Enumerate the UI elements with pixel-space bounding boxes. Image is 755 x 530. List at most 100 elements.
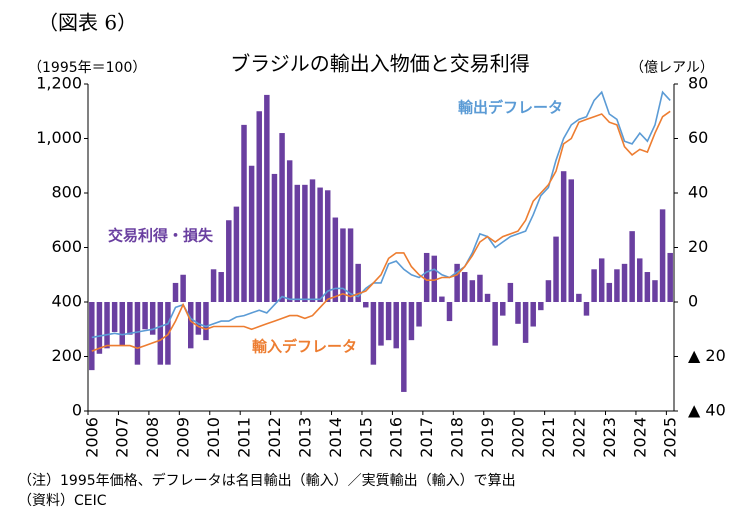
x-tick-label: 2022 (569, 417, 588, 458)
bar (484, 293, 491, 302)
x-tick-label: 2013 (295, 417, 314, 458)
bar (652, 280, 658, 302)
bar (515, 302, 521, 324)
bar (401, 302, 407, 392)
series-label: 輸入デフレータ (252, 338, 357, 356)
y2-tick-label: ▲ 20 (688, 346, 726, 365)
bar (195, 302, 202, 335)
bar (606, 282, 613, 302)
bar (332, 217, 339, 302)
bar (172, 282, 179, 302)
y-tick-label: 800 (51, 183, 82, 202)
bar (461, 272, 468, 302)
bar (538, 302, 544, 311)
bar (355, 263, 361, 302)
bar (629, 231, 635, 302)
y-tick-label: 200 (51, 346, 82, 365)
bar (286, 160, 293, 302)
source: （資料）CEIC (18, 493, 107, 509)
bar (218, 272, 224, 302)
x-tick-label: 2014 (326, 417, 345, 458)
x-tick-label: 2023 (600, 417, 619, 458)
bar (302, 184, 308, 302)
bar (142, 302, 148, 330)
bar (233, 206, 240, 302)
x-tick-label: 2016 (387, 417, 406, 458)
bar (264, 94, 270, 303)
bar (119, 302, 125, 346)
x-tick-label: 2012 (265, 417, 284, 458)
bar (492, 302, 498, 346)
x-tick-label: 2008 (143, 417, 162, 458)
y2-tick-label: 40 (688, 183, 708, 202)
bar (560, 171, 567, 302)
bar (644, 272, 651, 302)
series-label: 輸出デフレータ (458, 99, 563, 117)
bar (500, 302, 506, 316)
y2-tick-label: ▲ 40 (688, 401, 726, 420)
x-tick-label: 2019 (478, 417, 497, 458)
bar (576, 293, 582, 302)
bar (393, 302, 399, 349)
y-tick-label: 0 (72, 401, 82, 420)
bar (294, 184, 301, 302)
bar (507, 282, 514, 302)
bar (477, 274, 483, 302)
bar (149, 302, 156, 335)
bar (226, 220, 232, 302)
bar (446, 302, 453, 322)
x-tick-label: 2017 (417, 417, 436, 458)
bar (127, 302, 133, 335)
bar (271, 173, 278, 302)
bar (591, 269, 597, 302)
bar (583, 302, 590, 316)
bar (111, 302, 118, 332)
x-tick-label: 2018 (448, 417, 467, 458)
y2-tick-label: 20 (688, 237, 708, 256)
bar (545, 280, 552, 302)
y-tick-label: 1,000 (36, 128, 82, 147)
bar (659, 209, 666, 302)
x-tick-label: 2009 (174, 417, 193, 458)
bar (309, 179, 316, 302)
bar (423, 252, 430, 302)
bar (248, 165, 255, 302)
bar (378, 302, 384, 346)
y-tick-label: 400 (51, 292, 82, 311)
bar (530, 302, 536, 327)
y2-tick-label: 80 (688, 74, 708, 93)
y2-axis-label: （億レアル） (630, 60, 714, 76)
x-tick-label: 2015 (356, 417, 375, 458)
bar (667, 252, 673, 302)
bar (340, 228, 346, 302)
bar (614, 269, 620, 302)
y2-tick-label: 60 (688, 128, 708, 147)
bar (454, 263, 460, 302)
bar (637, 258, 643, 302)
bar (431, 255, 438, 302)
bar (347, 228, 354, 302)
bar (210, 269, 217, 302)
y2-tick-label: 0 (688, 292, 698, 311)
bar (408, 302, 415, 341)
x-tick-label: 2024 (630, 417, 649, 458)
bar (370, 302, 377, 365)
figure-label: （図表 6） (38, 11, 137, 35)
x-tick-label: 2006 (82, 417, 101, 458)
bar (188, 302, 194, 349)
note: （注）1995年価格、デフレータは名目輸出（輸入）／実質輸出（輸入）で算出 (18, 472, 516, 489)
bar (416, 302, 422, 327)
x-tick-label: 2007 (113, 417, 132, 458)
bar (89, 302, 95, 371)
bar (256, 111, 262, 302)
bar (134, 302, 141, 365)
bar (439, 296, 445, 302)
bar (385, 302, 392, 341)
y-tick-label: 600 (51, 237, 82, 256)
bar (469, 280, 476, 302)
bar (324, 190, 331, 302)
chart-title: ブラジルの輸出入物価と交易利得 (230, 52, 530, 76)
series-label: 交易利得・損失 (108, 227, 214, 245)
